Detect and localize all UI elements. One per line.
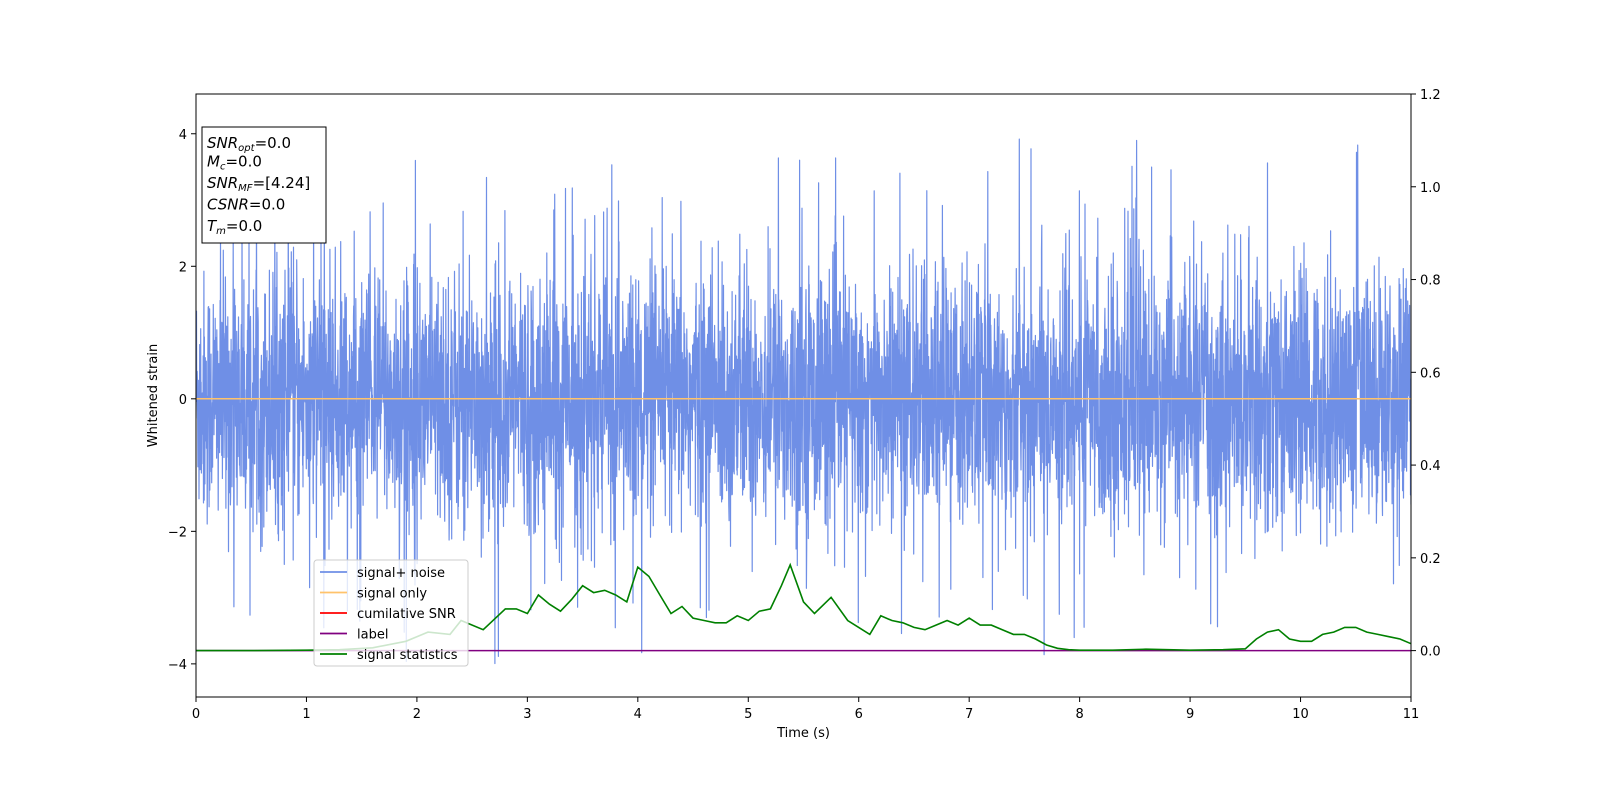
x-tick-label: 2	[413, 707, 421, 722]
y-right-tick-label: 0.0	[1420, 645, 1441, 660]
axes-frame	[195, 93, 1412, 698]
x-tick-label: 9	[1186, 707, 1194, 722]
legend-entry-label: signal statistics	[357, 648, 458, 663]
legend-frame	[313, 559, 469, 667]
y-left-tick-label: −4	[168, 658, 187, 673]
info-line: Tm=0.0	[207, 217, 262, 237]
x-axis-label: Time (s)	[776, 726, 830, 741]
signal-statistics-line	[196, 562, 1411, 652]
y-left-tick-label: 2	[179, 260, 187, 275]
y-right-tick-label: 0.8	[1420, 274, 1441, 289]
legend-entry-label: label	[357, 628, 388, 643]
y-right-tick-label: 0.4	[1420, 459, 1441, 474]
y-right-tick-label: 1.2	[1420, 88, 1441, 103]
x-tick-label: 8	[1075, 707, 1083, 722]
x-tick-label: 10	[1292, 707, 1309, 722]
info-line: Mc=0.0	[207, 153, 262, 173]
legend-entry-label: cumilative SNR	[357, 607, 456, 622]
x-tick-label: 3	[523, 707, 531, 722]
x-tick-label: 6	[855, 707, 863, 722]
legend: signal+ noise signal only cumilative SNR la…	[313, 559, 469, 667]
y-left-tick-label: 0	[179, 393, 187, 408]
x-tick-label: 5	[744, 707, 752, 722]
x-tick-label: 1	[302, 707, 310, 722]
signal-noise-line	[196, 136, 1411, 665]
legend-entry-label: signal only	[357, 587, 427, 602]
info-line: CSNR=0.0	[207, 196, 285, 214]
y-left-tick-label: 4	[179, 128, 187, 143]
x-tick-label: 11	[1403, 707, 1420, 722]
x-tick-label: 7	[965, 707, 973, 722]
y-right-tick-label: 0.6	[1420, 366, 1441, 381]
y-left-tick-label: −2	[168, 525, 187, 540]
axes: 0 1 2 3 4 5 6 7 8 9 10 11 −4 −2 0 2 4 0.0 0.2 0.4 0.6 0.8 1.0 1…	[168, 88, 1441, 722]
y-right-tick-label: 1.0	[1420, 181, 1441, 196]
x-tick-label: 0	[192, 707, 200, 722]
info-line: SNRMF=[4.24]	[207, 174, 310, 194]
info-box-frame	[201, 126, 327, 244]
y-right-tick-label: 0.2	[1420, 552, 1441, 567]
x-tick-label: 4	[634, 707, 642, 722]
legend-entry-label: signal+ noise	[357, 566, 445, 581]
info-line: SNRopt=0.0	[207, 134, 291, 154]
y-axis-label: Whitened strain	[146, 344, 161, 447]
